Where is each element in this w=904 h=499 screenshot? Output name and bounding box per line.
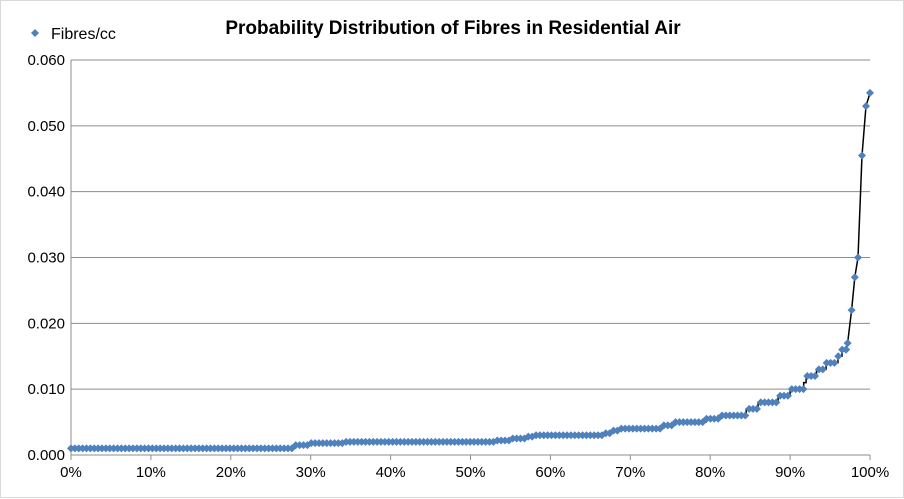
data-point [862, 102, 871, 111]
x-tick-label: 20% [216, 464, 246, 481]
y-tick-label: 0.010 [27, 381, 65, 398]
legend-label: Fibres/cc [51, 26, 116, 43]
data-point [850, 273, 859, 282]
data-point [811, 372, 820, 380]
y-tick-label: 0.060 [27, 52, 65, 69]
x-tick-label: 60% [535, 464, 565, 481]
x-tick-label: 70% [615, 464, 645, 481]
y-tick-label: 0.030 [27, 250, 65, 267]
x-tick-label: 100% [851, 464, 889, 481]
data-point [799, 385, 808, 394]
y-tick-label: 0.020 [27, 315, 65, 332]
x-tick-label: 30% [296, 464, 326, 481]
x-tick-label: 90% [775, 464, 805, 481]
legend-marker [31, 29, 39, 37]
data-point [772, 398, 781, 407]
legend: Fibres/cc [31, 26, 116, 43]
data-point [858, 151, 867, 160]
data-point [504, 436, 513, 445]
y-tick-label: 0.000 [27, 447, 65, 464]
y-tick-label: 0.040 [27, 184, 65, 201]
x-tick-label: 40% [376, 464, 406, 481]
plot-area [67, 88, 874, 453]
axes [70, 60, 871, 460]
x-tick-label: 50% [455, 464, 485, 481]
chart-title: Probability Distribution of Fibres in Re… [225, 18, 681, 39]
data-point [847, 306, 856, 315]
data-point [741, 411, 750, 420]
data-point [830, 358, 839, 367]
y-tick-labels: 0.000 0.010 0.020 0.030 0.040 0.050 0.060 [27, 52, 65, 464]
series-line [71, 92, 871, 450]
x-tick-label: 10% [136, 464, 166, 481]
gridlines [71, 59, 870, 390]
data-point [866, 88, 874, 97]
y-tick-label: 0.050 [27, 118, 65, 135]
data-point [842, 345, 851, 354]
data-point [818, 365, 827, 374]
data-point [854, 253, 863, 262]
data-point [843, 339, 852, 348]
x-tick-label: 0% [60, 464, 82, 481]
data-point [783, 391, 792, 400]
x-tick-label: 80% [695, 464, 725, 481]
x-tick-labels: 0% 10% 20% 30% 40% 50% 60% 70% 80% 90% 100% [60, 464, 889, 481]
data-point [752, 404, 761, 413]
data-point [834, 352, 843, 361]
